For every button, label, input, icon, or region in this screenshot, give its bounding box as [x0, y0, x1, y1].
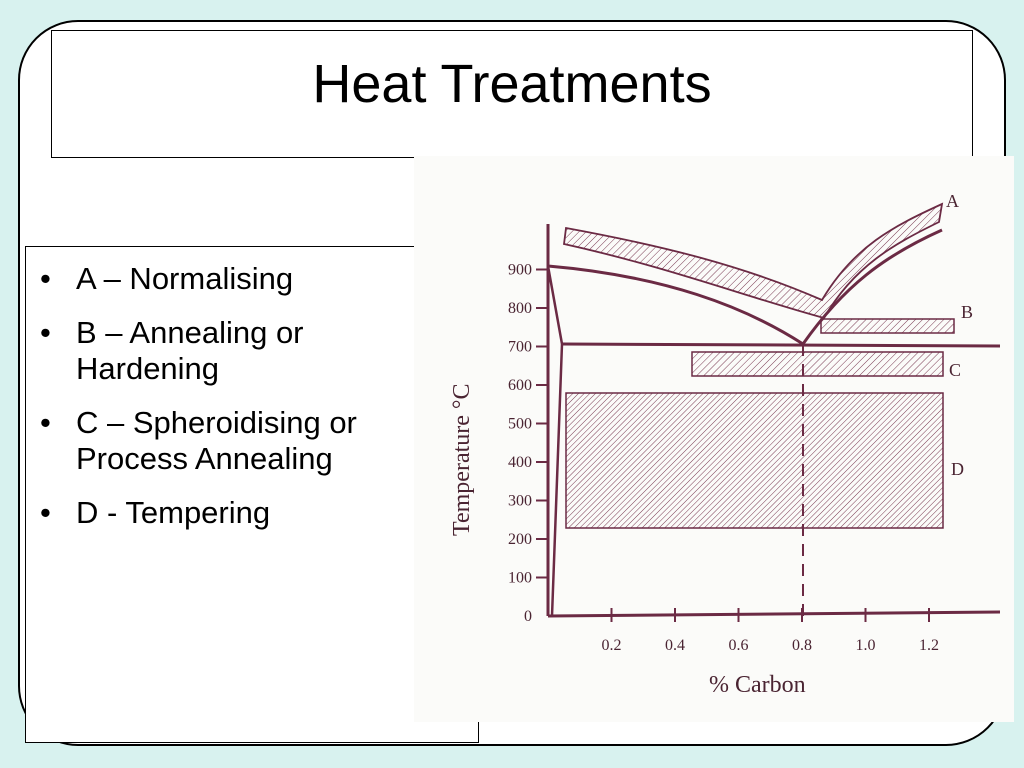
- ferrite-boundary: [546, 265, 564, 617]
- y-tick-label: 100: [508, 570, 532, 587]
- x-axis-line: [547, 610, 1001, 618]
- x-tick-label: 0.4: [665, 637, 685, 654]
- bullet-dot: •: [40, 495, 51, 530]
- x-tick-label: 0.6: [729, 637, 749, 654]
- x-tick-label: 0.2: [602, 637, 622, 654]
- region-b: [820, 318, 955, 334]
- y-tick-label: 400: [508, 454, 532, 471]
- a1-line: [561, 342, 1001, 348]
- bullet-text: C – Spheroidising or Process Annealing: [76, 405, 357, 476]
- phase-diagram: 0 100 200 300 400 500 600 700 800 900 0.2 0.4 0.6 0.…: [414, 156, 1014, 722]
- bullet-list: • A – Normalising • B – Annealing or Harde…: [26, 261, 466, 549]
- content-box: • A – Normalising • B – Annealing or Harde…: [25, 246, 479, 743]
- bullet-text: D - Tempering: [76, 495, 271, 530]
- bullet-dot: •: [40, 261, 51, 296]
- acm-line: [801, 228, 943, 345]
- y-tick-group: 0 100 200 300 400 500 600 700 800 900: [508, 262, 548, 625]
- a3-line: [547, 264, 804, 346]
- x-tick-label: 1.0: [856, 637, 876, 654]
- region-d: [565, 392, 944, 529]
- y-tick-label: 900: [508, 262, 532, 279]
- y-axis-label: Temperature °C: [449, 383, 475, 536]
- bullet-dot: •: [40, 405, 51, 440]
- y-tick-label: 200: [508, 531, 532, 548]
- bullet-item: • A – Normalising: [26, 261, 466, 297]
- title-box: Heat Treatments: [51, 30, 973, 158]
- y-tick-label: 600: [508, 377, 532, 394]
- bullet-item: • D - Tempering: [26, 495, 466, 531]
- region-label-b: B: [961, 302, 973, 322]
- x-tick-label: 0.8: [792, 637, 812, 654]
- x-axis-label: % Carbon: [709, 672, 806, 698]
- y-tick-label: 700: [508, 339, 532, 356]
- bullet-dot: •: [40, 315, 51, 350]
- region-c: [691, 351, 944, 377]
- slide-title: Heat Treatments: [312, 54, 712, 114]
- y-tick-label: 300: [508, 493, 532, 510]
- y-tick-label: 800: [508, 300, 532, 317]
- x-tick-group: 0.2 0.4 0.6 0.8 1.0 1.2: [602, 608, 939, 654]
- bullet-item: • C – Spheroidising or Process Annealing: [26, 405, 466, 477]
- x-tick-label: 1.2: [919, 637, 939, 654]
- region-label-c: C: [949, 360, 961, 380]
- region-label-d: D: [951, 459, 964, 479]
- bullet-item: • B – Annealing or Hardening: [26, 315, 466, 387]
- region-a: [563, 202, 944, 320]
- bullet-text: B – Annealing or Hardening: [76, 315, 304, 386]
- region-label-a: A: [946, 191, 959, 211]
- bullet-text: A – Normalising: [76, 261, 294, 296]
- y-tick-label: 500: [508, 416, 532, 433]
- y-tick-label: 0: [524, 608, 532, 625]
